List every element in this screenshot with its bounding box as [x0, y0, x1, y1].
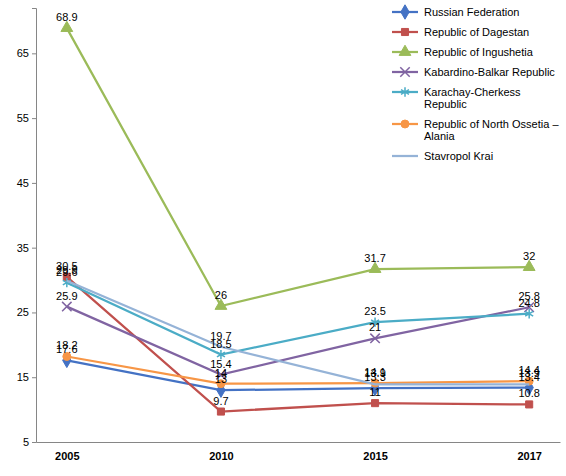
data-label: 26	[215, 289, 227, 301]
marker	[526, 401, 533, 408]
y-tick-mark	[32, 248, 36, 249]
legend-marker	[399, 45, 411, 55]
y-tick: 65	[17, 47, 36, 59]
legend-line	[392, 155, 418, 157]
data-label: 68.9	[56, 11, 77, 23]
data-label: 31.7	[364, 252, 385, 264]
legend-label: Republic of North Ossetia –Alania	[424, 118, 559, 142]
x-tick-label: 2010	[209, 450, 233, 462]
y-tick-mark	[32, 442, 36, 443]
marker	[217, 408, 224, 415]
y-tick-label: 35	[17, 242, 29, 254]
y-tick-mark	[32, 183, 36, 184]
x-tick-label: 2005	[55, 450, 79, 462]
marker	[370, 334, 379, 343]
legend-item: Republic of Ingushetia	[392, 45, 534, 58]
series-line	[67, 281, 529, 385]
data-label: 24.8	[518, 297, 539, 309]
series-line	[67, 277, 529, 412]
marker	[372, 400, 379, 407]
x-tick-label: 2015	[363, 450, 387, 462]
y-axis-line	[32, 9, 37, 443]
y-tick-label: 5	[23, 436, 29, 448]
y-tick-label: 15	[17, 371, 29, 383]
data-label: 32	[523, 250, 535, 262]
x-tick: 2010	[209, 450, 233, 462]
data-label: 14	[215, 367, 227, 379]
legend-label: Stavropol Krai	[424, 150, 493, 162]
x-axis: 2005 2010 2015 2017	[37, 443, 561, 462]
y-tick-mark	[32, 118, 36, 119]
y-tick-label: 45	[17, 177, 29, 189]
legend-label: Karachay-CherkessRepublic	[424, 86, 521, 110]
data-label: 19.7	[210, 330, 231, 342]
legend-marker	[401, 120, 409, 128]
y-tick: 55	[17, 112, 36, 124]
x-axis-line	[37, 442, 561, 443]
legend-marker	[401, 28, 408, 35]
y-tick: 25	[17, 306, 36, 318]
legend-item: Republic of North Ossetia –Alania	[392, 118, 559, 142]
legend-marker	[400, 67, 409, 76]
marker	[525, 309, 533, 318]
data-label: 13.9	[364, 367, 385, 379]
data-label: 25.9	[56, 290, 77, 302]
legend-marker	[401, 87, 409, 96]
data-label: 10.8	[518, 387, 539, 399]
y-tick: 35	[17, 242, 36, 254]
y-tick-mark	[32, 312, 36, 313]
legend-item: Karachay-CherkessRepublic	[392, 86, 521, 110]
y-axis: 5 15 25 35 45 55 65	[17, 9, 37, 449]
series-line	[67, 356, 529, 383]
legend-item: Stavropol Krai	[392, 150, 493, 162]
legend-label: Republic of Ingushetia	[424, 46, 534, 58]
legend-label: Republic of Dagestan	[424, 26, 529, 38]
y-tick-mark	[32, 53, 36, 54]
marker	[62, 302, 71, 311]
y-tick-label: 65	[17, 47, 29, 59]
series-line	[67, 283, 529, 355]
y-tick-label: 25	[17, 306, 29, 318]
data-label: 9.7	[213, 395, 228, 407]
data-label: 21	[369, 321, 381, 333]
plot: 5152535455565200520102015201717.61313.31…	[17, 9, 561, 462]
y-tick: 45	[17, 177, 36, 189]
y-tick-label: 55	[17, 112, 29, 124]
data-label: 23.5	[364, 305, 385, 317]
x-tick-label: 2017	[517, 450, 541, 462]
legend-marker	[401, 5, 409, 19]
y-tick: 5	[23, 436, 36, 448]
data-label: 29.9	[56, 264, 77, 276]
chart: 5152535455565200520102015201717.61313.31…	[0, 0, 566, 476]
legend-label: Kabardino-Balkar Republic	[424, 66, 555, 78]
data-label: 11	[369, 386, 380, 398]
x-tick: 2005	[55, 450, 79, 462]
data-label: 18.2	[56, 339, 77, 351]
legend: Russian Federation Republic of Dagestan Re…	[392, 5, 559, 162]
legend-label: Russian Federation	[424, 6, 519, 18]
series-group	[61, 21, 535, 415]
legend-item: Russian Federation	[392, 5, 519, 19]
data-label: 13.9	[518, 367, 539, 379]
x-tick: 2017	[517, 450, 541, 462]
y-tick-mark	[32, 377, 36, 378]
x-tick: 2015	[363, 450, 387, 462]
legend-item: Kabardino-Balkar Republic	[392, 66, 555, 78]
legend-item: Republic of Dagestan	[392, 26, 529, 38]
y-tick: 15	[17, 371, 36, 383]
